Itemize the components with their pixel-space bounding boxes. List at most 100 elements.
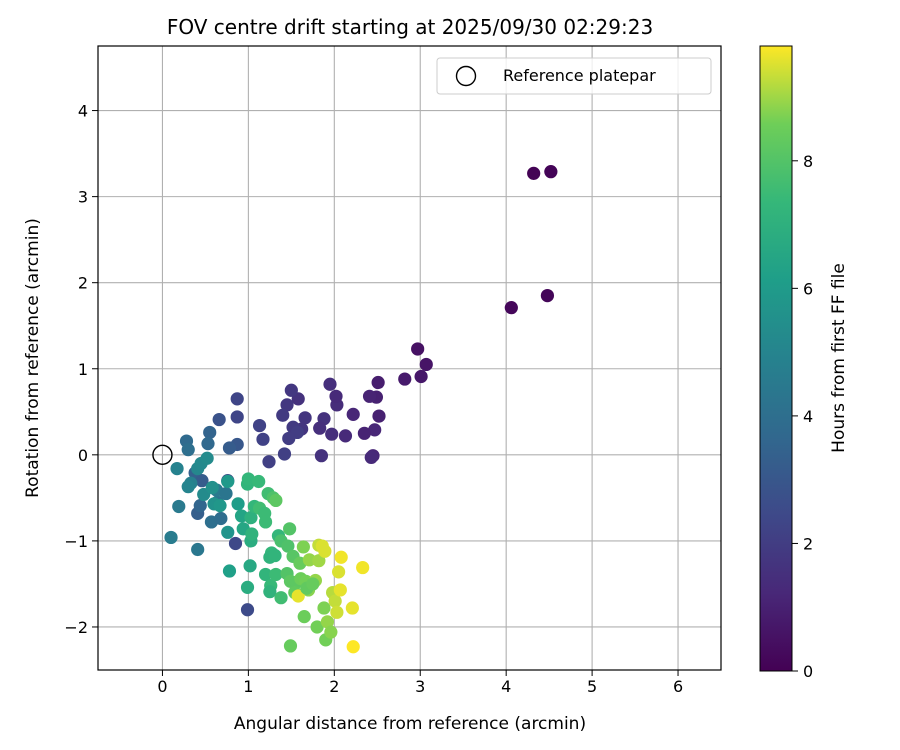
data-point	[241, 472, 255, 486]
x-tick-label: 3	[415, 677, 425, 696]
data-point	[371, 375, 385, 390]
data-point	[314, 449, 329, 463]
data-point	[356, 560, 370, 575]
data-point	[230, 392, 244, 406]
data-point	[313, 421, 327, 435]
data-point	[312, 554, 326, 568]
data-point	[362, 389, 377, 403]
y-tick-label: −2	[64, 618, 88, 637]
data-point	[269, 493, 283, 508]
data-point	[372, 409, 386, 423]
data-point	[283, 639, 298, 653]
legend-marker	[455, 65, 477, 87]
colorbar-tick-label: 8	[803, 152, 813, 171]
data-point	[328, 594, 342, 608]
data-point	[364, 450, 378, 465]
colorbar-label: Hours from first FF file	[829, 263, 849, 453]
data-point	[256, 432, 270, 446]
legend: Reference platepar	[436, 57, 712, 95]
y-tick-label: −1	[64, 532, 88, 551]
data-point	[181, 480, 195, 494]
colorbar: 0 2 4 6 8 Hours from first FF file	[759, 45, 849, 681]
data-point	[205, 480, 219, 495]
data-point	[277, 447, 292, 461]
data-point	[318, 544, 332, 558]
data-point	[193, 499, 207, 513]
data-point	[346, 640, 360, 654]
data-point	[203, 425, 217, 440]
plot-frame	[97, 45, 722, 671]
scatter-points	[164, 165, 558, 654]
colorbar-tick-label: 0	[803, 662, 813, 681]
x-tick-label: 0	[157, 677, 167, 696]
y-tick-label: 2	[78, 274, 88, 293]
colorbar-tick-label: 6	[803, 279, 813, 298]
data-point	[297, 610, 311, 624]
data-point	[252, 474, 266, 489]
data-point	[213, 499, 227, 513]
data-point	[170, 461, 184, 476]
x-tick-label: 5	[587, 677, 597, 696]
data-point	[181, 443, 195, 457]
x-axis-ticks: 0 1 2 3 4 5 6	[157, 670, 683, 696]
data-point	[258, 567, 273, 582]
data-point	[230, 410, 244, 424]
data-point	[263, 585, 277, 599]
data-point	[306, 577, 320, 591]
data-point	[219, 486, 233, 501]
data-point	[164, 530, 178, 545]
data-point	[212, 412, 226, 427]
data-point	[221, 525, 235, 539]
data-point	[504, 301, 518, 315]
data-point	[191, 542, 205, 557]
data-point	[172, 499, 186, 514]
legend-label: Reference platepar	[503, 66, 656, 85]
data-point	[540, 289, 555, 303]
data-point	[284, 383, 298, 397]
data-point	[240, 580, 255, 594]
data-point	[544, 165, 558, 179]
data-point	[262, 455, 276, 469]
data-point	[244, 511, 258, 525]
y-axis-label: Rotation from reference (arcmin)	[23, 218, 43, 498]
y-tick-label: 4	[78, 102, 88, 121]
data-point	[302, 553, 316, 567]
colorbar-tick-label: 4	[803, 407, 813, 426]
data-point	[310, 620, 324, 634]
data-point	[320, 615, 335, 629]
data-point	[269, 567, 283, 582]
x-axis-label: Angular distance from reference (arcmin)	[234, 714, 586, 734]
data-point	[228, 536, 243, 551]
data-point	[276, 408, 290, 422]
data-point	[243, 559, 257, 573]
data-point	[245, 527, 259, 541]
data-point	[282, 431, 296, 446]
data-point	[329, 389, 343, 403]
data-point	[414, 369, 428, 384]
data-point	[368, 423, 382, 437]
data-point	[240, 603, 255, 617]
data-point	[334, 550, 348, 564]
data-point	[195, 474, 209, 488]
y-tick-label: 3	[78, 188, 88, 207]
data-point	[200, 451, 214, 465]
data-point	[274, 591, 288, 605]
data-point	[398, 372, 412, 386]
data-point	[258, 515, 273, 529]
data-point	[330, 605, 344, 619]
data-point	[221, 474, 235, 489]
colorbar-ticks: 0 2 4 6 8	[792, 152, 813, 681]
data-point	[527, 166, 541, 180]
data-point	[332, 565, 346, 579]
data-point	[325, 427, 339, 441]
x-tick-label: 4	[501, 677, 511, 696]
data-point	[222, 564, 237, 578]
grid-lines	[98, 46, 721, 670]
data-point	[268, 548, 282, 563]
data-point	[411, 342, 425, 356]
data-point	[214, 511, 228, 526]
data-point	[419, 357, 433, 372]
data-point	[222, 441, 237, 455]
x-tick-label: 6	[673, 677, 683, 696]
